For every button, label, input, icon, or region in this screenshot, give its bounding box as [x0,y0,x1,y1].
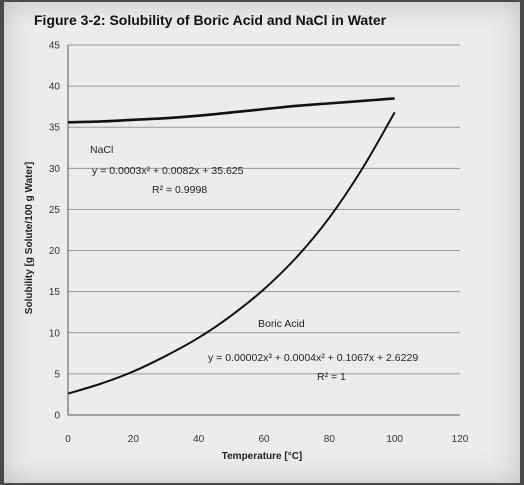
x-tick-label: 120 [452,434,469,445]
boric-acid-r-squared: R² = 1 [317,371,346,383]
y-axis-title: Solubility [g Solute/100 g Water] [24,162,35,314]
x-tick-label: 20 [128,434,140,445]
nacl-label: NaCl [90,144,113,156]
y-tick-label: 35 [49,123,61,134]
x-axis-title: Temperature [°C] [222,451,303,462]
annotations: NaCl y = 0.0003x² + 0.0082x + 35.625 R² … [90,144,418,383]
boric-acid-equation: y = 0.00002x³ + 0.0004x² + 0.1067x + 2.6… [208,352,418,364]
y-tick-label: 5 [54,369,60,380]
nacl-r-squared: R² = 0.9998 [152,184,207,196]
chart-title: Figure 3-2: Solubility of Boric Acid and… [34,12,387,28]
series-line-nacl [67,97,395,124]
x-tick-label: 80 [324,434,336,445]
x-tick-label: 60 [258,434,270,445]
nacl-equation: y = 0.0003x² + 0.0082x + 35.625 [92,165,244,177]
tick-labels: 0 5 10 15 20 25 30 35 40 45 0 20 40 60 80 100 120 [49,41,469,446]
x-tick-label: 40 [193,434,205,445]
gridlines [68,44,460,375]
boric-acid-label: Boric Acid [258,318,305,330]
y-tick-label: 10 [49,328,61,339]
y-tick-label: 30 [49,164,61,175]
y-tick-label: 20 [49,246,61,257]
x-tick-label: 0 [65,434,71,445]
series-line-boric-acid [67,111,396,395]
axes [67,45,460,416]
y-tick-label: 0 [54,411,60,422]
y-tick-label: 40 [49,82,61,93]
chart-sheet [4,2,520,483]
y-tick-label: 25 [49,205,61,216]
y-tick-label: 15 [49,287,61,298]
x-tick-label: 100 [386,434,403,445]
series-lines [67,97,396,395]
y-tick-label: 45 [49,41,61,52]
